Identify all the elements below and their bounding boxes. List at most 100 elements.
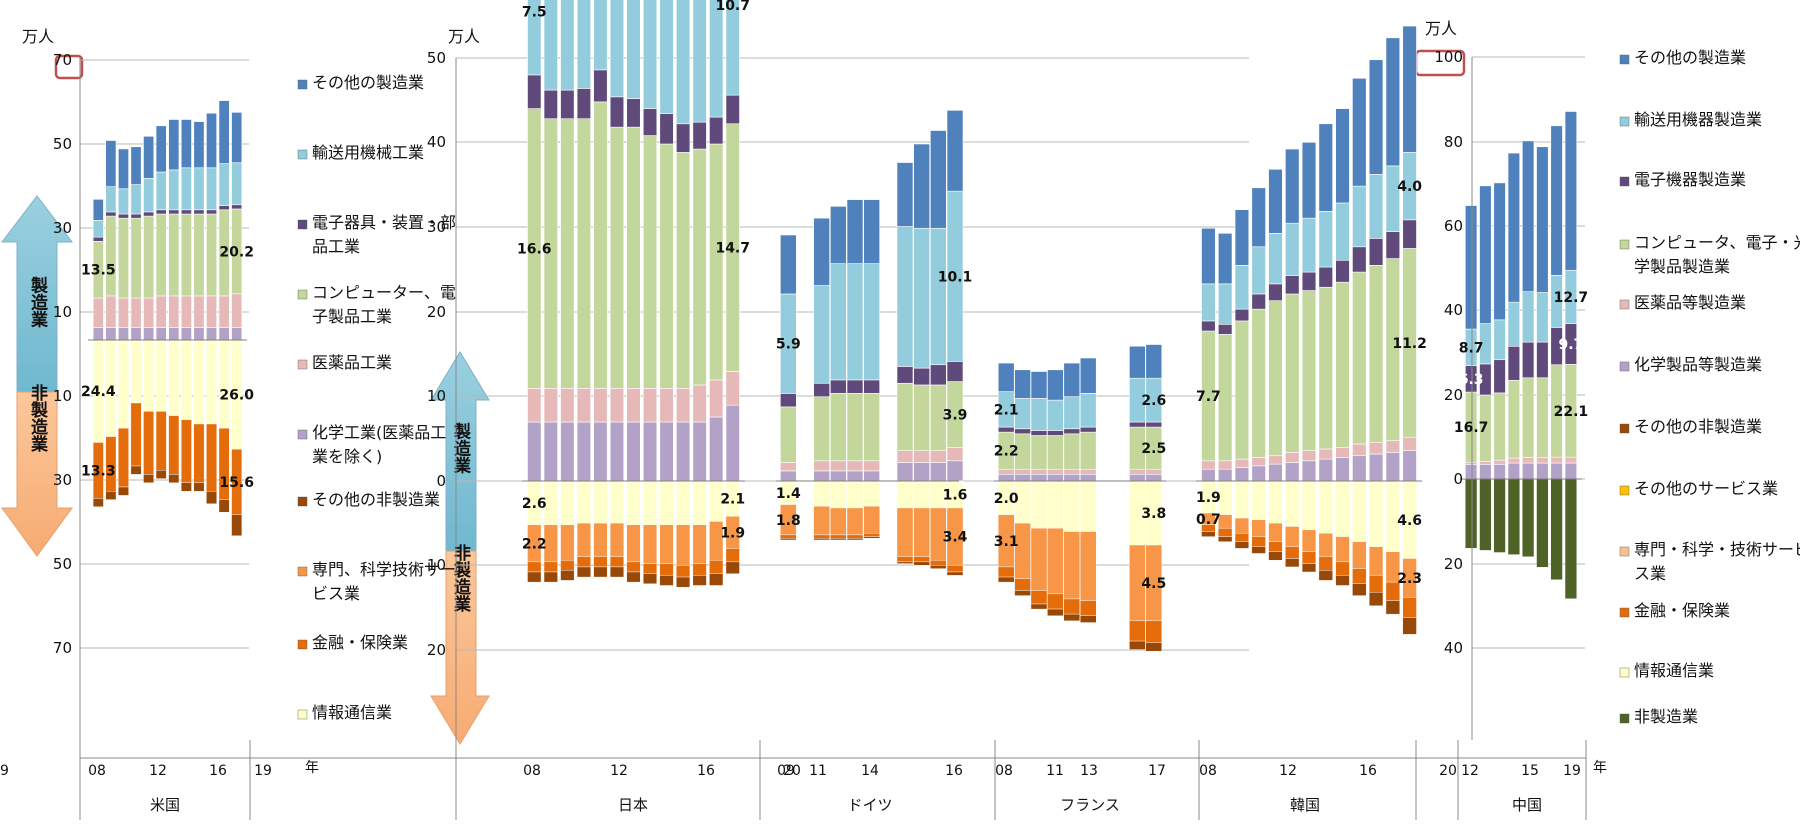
bar-ドイツ-14-non-1 xyxy=(863,506,880,534)
bar-韓国-18-mfg-4 xyxy=(1368,174,1384,239)
bar-韓国-12-non-0 xyxy=(1268,480,1283,524)
bar-日本-19-mfg-3 xyxy=(709,116,724,145)
bar-フランス-13-mfg-1 xyxy=(1079,468,1097,475)
bar-米国-10-mfg-0 xyxy=(117,327,129,341)
bar-韓国-14-non-2 xyxy=(1301,551,1317,564)
bar-ドイツ-16-mfg-3 xyxy=(896,366,914,384)
bar-韓国-13-non-1 xyxy=(1285,526,1300,547)
bar-米国-18-mfg-4 xyxy=(218,163,230,206)
bar-ドイツ-16-non-0 xyxy=(896,480,914,509)
bar-韓国-19-mfg-3 xyxy=(1385,231,1401,259)
bar-ドイツ-13-non-3 xyxy=(846,538,864,541)
bar-米国-17-non-2 xyxy=(206,491,217,505)
bar-韓国-14-non-3 xyxy=(1301,563,1317,573)
bar-韓国-18-non-2 xyxy=(1369,575,1384,593)
bar-韓国-13-mfg-4 xyxy=(1285,222,1300,276)
bar-日本-15-mfg-3 xyxy=(642,108,658,136)
legend-left-label-7-0: 専門、科学技術サー xyxy=(312,560,456,579)
bar-米国-15-mfg-3 xyxy=(180,209,192,215)
bar-中国-18-mfg-0 xyxy=(1550,462,1563,480)
bar-日本-11-mfg-3 xyxy=(576,88,591,120)
bar-米国-19-mfg-4 xyxy=(231,162,243,206)
bar-日本-10-mfg-1 xyxy=(560,388,575,423)
bar-日本-16-non-2 xyxy=(659,563,674,576)
data-label-フランス-25: 2.6 xyxy=(1141,393,1166,409)
bar-ドイツ-12-mfg-4 xyxy=(830,263,847,381)
bar-米国-17-mfg-0 xyxy=(206,327,218,341)
bar-中国-16-mfg-0 xyxy=(1521,462,1535,480)
bar-韓国-16-non-3 xyxy=(1335,575,1350,586)
bar-米国-17-mfg-2 xyxy=(206,213,218,297)
bar-日本-09-mfg-4 xyxy=(543,0,558,91)
bar-フランス-11-mfg-4 xyxy=(1047,399,1064,431)
x-tick-フランス-11: 11 xyxy=(1046,763,1064,779)
legend-right-swatch-4 xyxy=(1619,299,1630,310)
bar-ドイツ-11-mfg-0 xyxy=(813,470,830,482)
bar-韓国-14-mfg-4 xyxy=(1301,217,1317,273)
bar-米国-15-non-0 xyxy=(181,339,192,421)
bar-ドイツ-09-mfg-0 xyxy=(780,470,797,482)
tick-label-left-7: 70 xyxy=(53,639,72,657)
bar-米国-15-mfg-2 xyxy=(180,213,192,297)
bar-米国-14-non-1 xyxy=(168,415,180,475)
data-label-ドイツ-20: 3.4 xyxy=(943,530,968,546)
data-label-中国-38: 16.7 xyxy=(1454,420,1489,436)
bar-ドイツ-17-mfg-1 xyxy=(913,450,930,463)
bar-フランス-12-non-2 xyxy=(1063,598,1081,615)
country-label-韓国: 韓国 xyxy=(1290,796,1320,814)
bar-フランス-12-mfg-2 xyxy=(1063,433,1081,470)
bar-ドイツ-13-non-1 xyxy=(846,507,864,536)
bar-韓国-08-mfg-1 xyxy=(1201,460,1216,470)
bar-日本-17-non-3 xyxy=(676,576,691,588)
bar-米国-19-mfg-3 xyxy=(231,204,243,210)
data-label-日本-12: 2.1 xyxy=(720,492,745,508)
bar-韓国-10-non-3 xyxy=(1234,541,1249,549)
unit-left: 万人 xyxy=(22,27,54,46)
bar-ドイツ-18-non-3 xyxy=(930,565,947,569)
bar-中国-13-mfg-0 xyxy=(1479,463,1492,480)
data-label-韓国-35: 2.3 xyxy=(1397,571,1422,587)
bar-中国-18-mfg-1 xyxy=(1550,456,1563,464)
bar-日本-19-non-2 xyxy=(709,559,724,574)
bar-ドイツ-14-non-3 xyxy=(863,536,880,539)
bar-米国-14-mfg-5 xyxy=(168,119,180,171)
bar-ドイツ-16-mfg-2 xyxy=(896,382,914,451)
bar-韓国-19-mfg-4 xyxy=(1385,165,1401,232)
bar-日本-14-mfg-2 xyxy=(626,126,641,389)
bar-日本-13-non-0 xyxy=(609,480,624,524)
bar-フランス-10-mfg-0 xyxy=(1030,473,1048,482)
axes-layer: 7050301010305070504030201001020100806040… xyxy=(0,48,1587,820)
bar-フランス-09-mfg-0 xyxy=(1014,473,1031,482)
bar-日本-15-non-1 xyxy=(643,524,658,564)
bar-日本-12-mfg-0 xyxy=(593,421,608,482)
bar-韓国-12-mfg-1 xyxy=(1268,455,1283,465)
x-tick-米国-12: 12 xyxy=(149,763,167,779)
x-tick-ドイツ-09: 09 xyxy=(777,763,795,779)
bar-韓国-09-mfg-5 xyxy=(1217,233,1233,285)
data-label-ドイツ-19: 1.6 xyxy=(943,487,968,503)
bar-ドイツ-18-mfg-1 xyxy=(930,450,947,463)
bar-日本-17-mfg-0 xyxy=(676,421,691,482)
bar-フランス-09-mfg-3 xyxy=(1014,428,1031,435)
bar-ドイツ-16-mfg-0 xyxy=(896,462,914,482)
bar-中国-16-mfg-3 xyxy=(1521,341,1535,379)
data-label-ドイツ-14: 5.9 xyxy=(776,337,801,353)
bar-韓国-14-non-1 xyxy=(1301,529,1317,552)
bar-米国-14-mfg-4 xyxy=(168,169,180,211)
x-tick-日本-16: 16 xyxy=(697,763,715,779)
bar-ドイツ-12-mfg-5 xyxy=(830,206,847,264)
legend-left-swatch-6 xyxy=(297,496,308,507)
bar-フランス-12-mfg-5 xyxy=(1063,362,1081,398)
country-label-ドイツ: ドイツ xyxy=(847,796,892,814)
tick-label-right-3: 40 xyxy=(1444,301,1463,319)
tick-label-left-6: 50 xyxy=(53,555,72,573)
bar-韓国-14-mfg-5 xyxy=(1301,142,1317,219)
bar-韓国-12-non-2 xyxy=(1268,541,1283,552)
bar-ドイツ-16-mfg-5 xyxy=(896,162,914,227)
legend-right-swatch-8 xyxy=(1619,546,1630,557)
bar-日本-12-non-3 xyxy=(593,566,608,578)
legend-left-label-2-1: 品工業 xyxy=(312,237,360,256)
bar-米国-09-mfg-1 xyxy=(105,295,117,328)
bar-韓国-10-non-0 xyxy=(1234,480,1249,519)
bar-日本-17-mfg-1 xyxy=(676,388,691,423)
